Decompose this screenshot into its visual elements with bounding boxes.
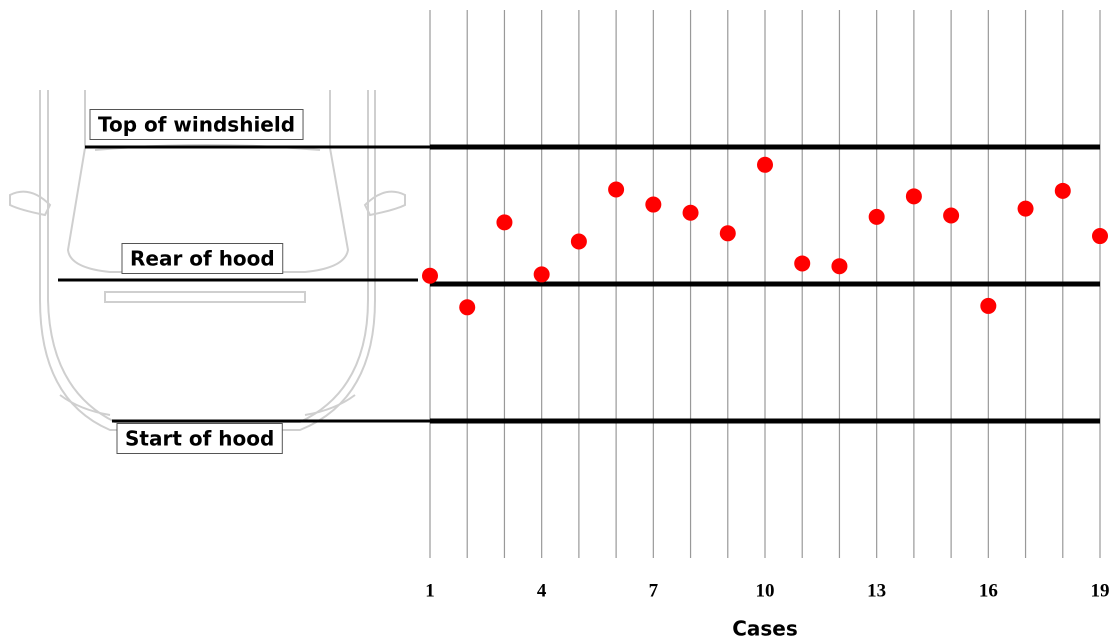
y-tick-label: Top of windshield	[98, 113, 295, 137]
x-tick-label: 19	[1091, 580, 1110, 601]
point	[720, 225, 736, 241]
y-tick-label: Rear of hood	[130, 247, 275, 271]
chart: Cases Start of hood Rear of hood Top of wi…	[0, 0, 1115, 642]
x-tick-label: 10	[756, 580, 775, 601]
point	[1018, 201, 1034, 217]
x-tick-label: 16	[979, 580, 998, 601]
point	[906, 188, 922, 204]
x-tick-label: 4	[537, 580, 547, 601]
x-tick-label: 7	[649, 580, 659, 601]
point	[422, 268, 438, 284]
point	[869, 209, 885, 225]
point	[534, 266, 550, 282]
reference-label: Top of windshield	[90, 110, 303, 140]
x-axis-label: Cases	[732, 617, 798, 641]
point	[496, 214, 512, 230]
x-tick-label: 13	[867, 580, 886, 601]
point	[794, 255, 810, 271]
y-tick-label: Start of hood	[125, 427, 274, 451]
point	[459, 299, 475, 315]
point	[831, 258, 847, 274]
point	[571, 234, 587, 250]
point	[645, 197, 661, 213]
point	[1055, 183, 1071, 199]
point	[757, 157, 773, 173]
point	[980, 298, 996, 314]
point	[943, 208, 959, 224]
point	[683, 205, 699, 221]
point	[608, 181, 624, 197]
reference-label: Start of hood	[117, 424, 282, 454]
x-tick-label: 1	[425, 580, 435, 601]
point	[1092, 228, 1108, 244]
reference-label: Rear of hood	[122, 244, 283, 274]
